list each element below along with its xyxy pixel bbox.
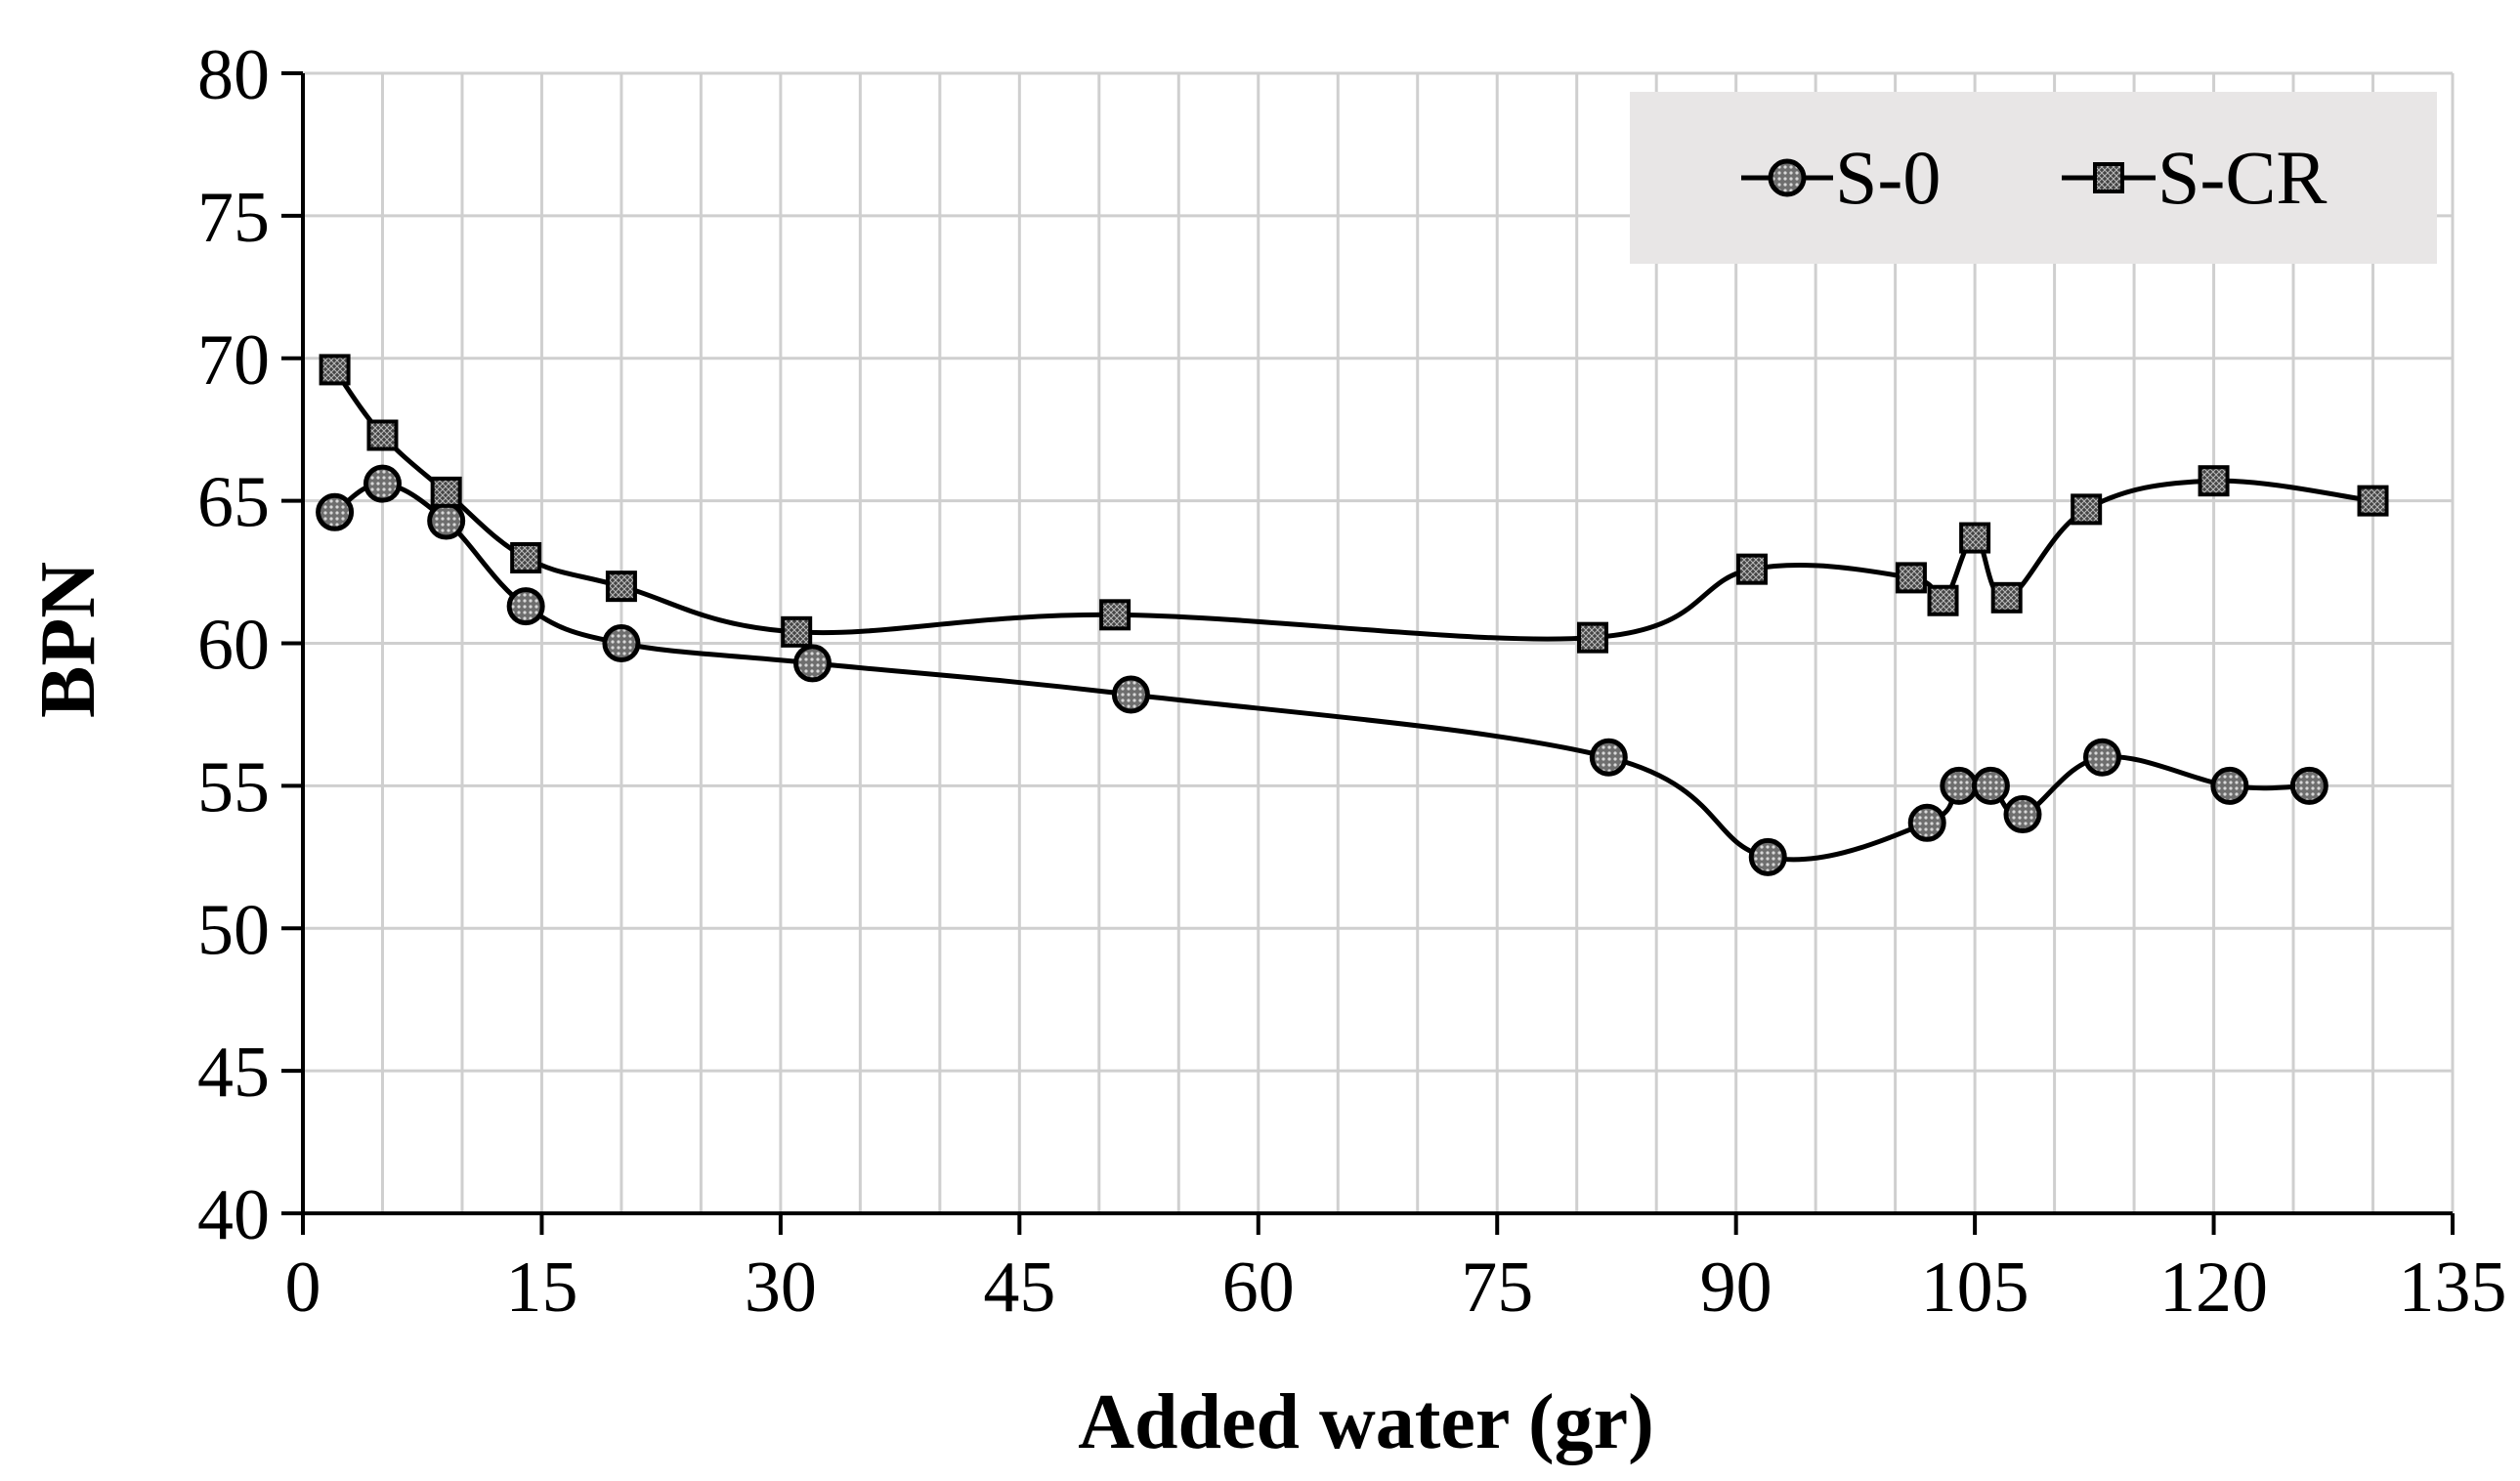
y-tick-label: 75	[197, 178, 270, 258]
data-point-s0	[792, 644, 832, 683]
data-point-s0	[1907, 803, 1946, 842]
data-point-s0	[1940, 766, 1979, 805]
data-point-scr	[2071, 493, 2103, 526]
data-point-scr	[781, 615, 813, 648]
data-point-s0	[2082, 738, 2121, 777]
y-tick-label: 40	[197, 1175, 270, 1255]
data-point-scr	[1959, 522, 1991, 554]
data-point-scr	[430, 476, 462, 508]
data-point-scr	[1099, 599, 1132, 631]
data-point-s0	[1589, 738, 1628, 777]
y-tick-label: 60	[197, 606, 270, 686]
data-point-s0	[2003, 795, 2042, 834]
data-point-s0	[1111, 675, 1150, 714]
data-point-s0	[2289, 766, 2328, 805]
x-tick-label: 45	[983, 1248, 1055, 1328]
data-point-s0	[1971, 766, 2010, 805]
x-tick-label: 105	[1921, 1248, 2029, 1328]
axes	[281, 71, 2455, 1235]
series-line-scr	[332, 367, 2373, 642]
tick-labels: 40 45 50 55 60 65 70 75 80 0 15 30 45 60 75 90 105 120 135	[197, 35, 2507, 1328]
data-point-s0	[506, 587, 545, 626]
data-point-scr	[1990, 581, 2023, 614]
series	[316, 354, 2389, 876]
legend-item-scr: S-CR	[2062, 135, 2327, 220]
legend-scr-marker	[2093, 162, 2124, 193]
data-point-scr	[510, 541, 542, 573]
legend-s0-label: S-0	[1835, 135, 1941, 220]
data-point-scr	[605, 571, 637, 603]
x-tick-label: 60	[1222, 1248, 1295, 1328]
grid	[303, 71, 2455, 1213]
data-point-s0	[316, 492, 355, 531]
y-axis-title: BPN	[25, 562, 111, 718]
data-point-scr	[366, 419, 399, 451]
legend-item-s0: S-0	[1741, 135, 1941, 220]
data-point-scr	[319, 354, 351, 386]
y-tick-label: 50	[197, 890, 270, 970]
y-tick-label: 55	[197, 747, 270, 827]
x-tick-label: 120	[2159, 1248, 2268, 1328]
y-tick-label: 80	[197, 35, 270, 115]
data-point-s0	[602, 624, 641, 662]
legend: S-0 S-CR	[1630, 92, 2437, 264]
x-tick-label: 0	[285, 1248, 321, 1328]
data-point-s0	[2210, 766, 2249, 805]
y-tick-label: 65	[197, 463, 270, 543]
data-point-s0	[427, 501, 466, 540]
data-point-scr	[1735, 553, 1768, 585]
data-point-scr	[1895, 562, 1927, 594]
x-tick-label: 75	[1461, 1248, 1533, 1328]
legend-scr-label: S-CR	[2157, 135, 2327, 220]
data-point-scr	[1927, 584, 1959, 616]
x-tick-label: 30	[745, 1248, 817, 1328]
data-point-scr	[2198, 465, 2230, 497]
y-tick-label: 45	[197, 1033, 270, 1113]
x-tick-label: 90	[1700, 1248, 1773, 1328]
x-tick-label: 135	[2399, 1248, 2507, 1328]
x-axis-title: Added water (gr)	[1078, 1379, 1654, 1465]
data-point-scr	[2357, 485, 2389, 517]
data-point-scr	[1577, 621, 1608, 654]
data-point-s0	[1748, 837, 1787, 876]
x-tick-label: 15	[505, 1248, 577, 1328]
legend-s0-marker	[1768, 158, 1807, 197]
data-point-s0	[363, 464, 402, 503]
y-tick-label: 70	[197, 320, 270, 401]
